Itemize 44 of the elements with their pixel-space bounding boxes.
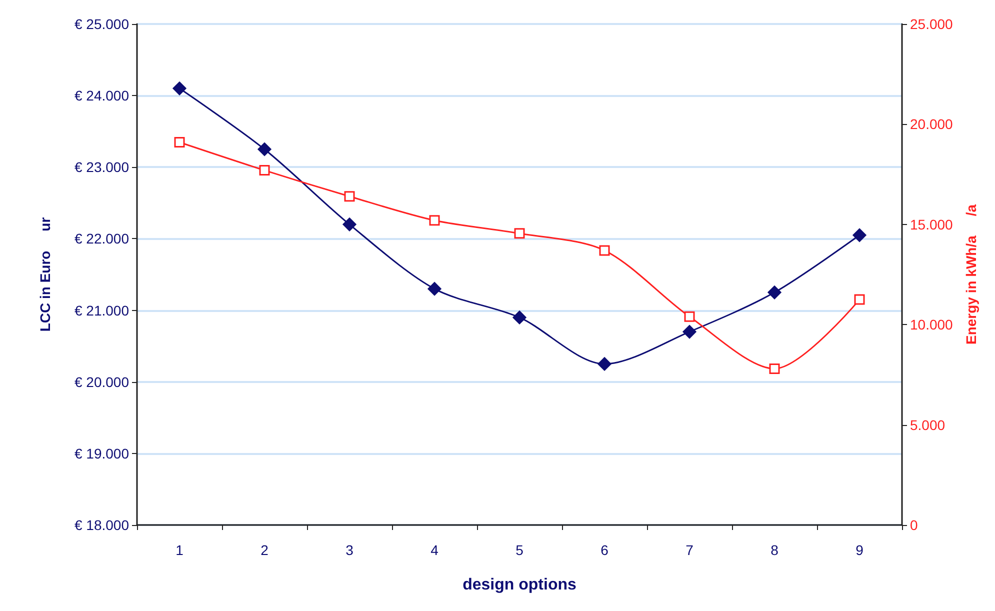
point	[682, 325, 696, 339]
y-tick-label: € 19.000	[74, 445, 130, 462]
point	[514, 228, 525, 239]
x-axis-title: design options	[462, 576, 576, 594]
y2-tick-label: 10.000	[910, 316, 954, 333]
point	[854, 294, 865, 305]
x-tick-label: 2	[260, 542, 269, 558]
point	[512, 310, 526, 324]
point	[342, 218, 356, 232]
x-tick-label: 9	[856, 542, 864, 558]
point	[769, 363, 780, 374]
y-tick-label: € 25.000	[74, 16, 130, 32]
y-tick-label: € 23.000	[74, 159, 130, 176]
y-tick-label: € 20.000	[74, 374, 130, 390]
y-tick-label: € 21.000	[74, 302, 130, 318]
x-tick-label: 7	[686, 542, 694, 558]
y-tick-label: € 22.000	[74, 230, 130, 247]
y-tick-label: € 24.000	[74, 88, 130, 104]
x-tick-label: 8	[770, 542, 779, 558]
y2-tick-label: 5.000	[910, 416, 946, 433]
point	[852, 228, 866, 242]
x-tick-label: 4	[430, 542, 439, 558]
y-tick-label: € 18.000	[74, 517, 130, 533]
y2-tick-label: 25.000	[910, 16, 954, 32]
point	[172, 82, 186, 96]
y-axis-title: LCC in Euro ur	[37, 216, 53, 332]
y2-axis-title: Energy in kWh/a /a	[963, 204, 979, 345]
x-tick-label: 6	[600, 542, 609, 558]
point	[429, 215, 440, 226]
point	[599, 245, 610, 256]
point	[768, 286, 782, 300]
point	[428, 282, 442, 296]
point	[258, 142, 272, 156]
point	[174, 136, 185, 148]
point	[259, 165, 270, 176]
x-tick-label: 5	[516, 542, 524, 558]
point	[344, 191, 355, 202]
x-tick-label: 3	[346, 542, 354, 558]
point	[684, 311, 695, 322]
y2-tick-label: 20.000	[910, 116, 954, 132]
point	[598, 357, 612, 371]
y2-tick-label: 15.000	[910, 216, 954, 232]
y2-tick-label: 0	[910, 517, 918, 533]
x-tick-label: 1	[176, 542, 184, 558]
